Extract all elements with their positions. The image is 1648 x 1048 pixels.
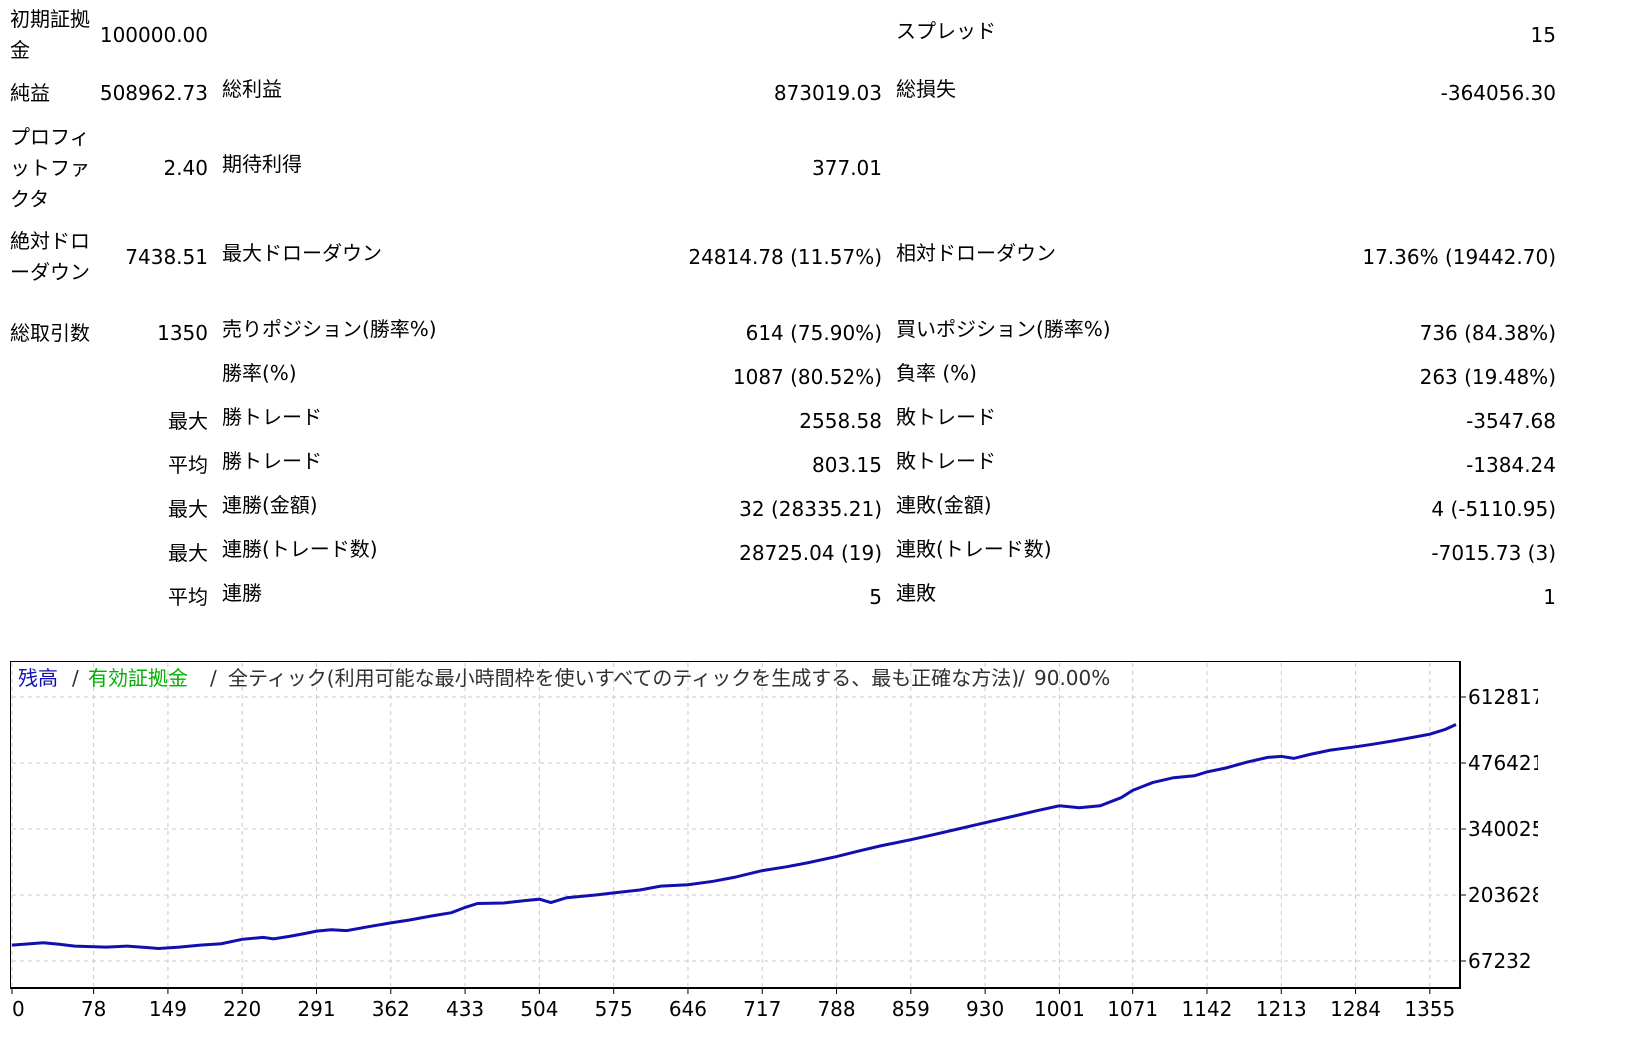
x-tick-label: 291 <box>297 997 335 1018</box>
stat-label: 総利益 <box>222 77 282 101</box>
x-tick-label: 149 <box>149 997 187 1018</box>
stat-label: 最大ドローダウン <box>222 240 382 265</box>
stat-value: -3547.68 <box>1466 409 1556 433</box>
x-tick-label: 1213 <box>1256 997 1307 1018</box>
stat-value: 最大 <box>168 409 208 433</box>
x-tick-label: 1071 <box>1107 997 1158 1018</box>
stat-value: 7438.51 <box>125 244 208 269</box>
x-tick-label: 930 <box>966 997 1004 1018</box>
stat-label: 期待利得 <box>222 152 302 176</box>
stat-label: 売りポジション(勝率%) <box>222 317 437 341</box>
stat-value: 100000.00 <box>99 22 208 47</box>
stat-value: 5 <box>869 585 882 609</box>
stat-label: 負率 (%) <box>896 361 977 385</box>
series-balance-line <box>11 723 1457 951</box>
stat-label: 純益 <box>10 81 50 105</box>
x-tick-label: 504 <box>520 997 558 1018</box>
stat-value: -364056.30 <box>1440 81 1556 105</box>
stat-label: 敗トレード <box>896 449 996 473</box>
chart-grid <box>11 663 1458 986</box>
stat-value: 4 (-5110.95) <box>1431 497 1556 521</box>
x-tick-label: 1142 <box>1182 997 1233 1018</box>
stat-label: 総損失 <box>896 77 956 101</box>
stat-value: 24814.78 (11.57%) <box>688 244 882 269</box>
balance-chart: 612817 476421 340025 203628 67232 0 78 149 220 2… <box>9 660 1544 1021</box>
y-tick-label: 476421 <box>1468 751 1538 775</box>
x-tick-label: 362 <box>372 997 410 1018</box>
y-axis-ticks: 612817 476421 340025 203628 67232 <box>1460 685 1544 973</box>
stat-value: 1087 (80.52%) <box>732 365 882 389</box>
stat-value: 32 (28335.21) <box>739 497 882 521</box>
stat-value: 614 (75.90%) <box>745 321 882 345</box>
stat-value: 28725.04 (19) <box>739 541 882 565</box>
x-tick-label: 646 <box>669 997 707 1018</box>
stat-label: 勝トレード <box>222 405 322 429</box>
stat-label: 連勝(トレード数) <box>222 537 378 561</box>
stat-value: 2.40 <box>163 156 208 180</box>
legend-sep-1: / <box>72 666 79 690</box>
stat-value: 17.36% (19442.70) <box>1362 244 1556 269</box>
stat-label: 連勝(金額) <box>222 493 318 517</box>
legend-equity: 有効証拠金 <box>88 666 188 690</box>
stat-label: 初期証拠金 <box>10 7 90 62</box>
stat-value: 平均 <box>168 585 208 609</box>
stat-label: プロフィットファクタ <box>10 125 90 211</box>
stat-label: 買いポジション(勝率%) <box>896 317 1111 341</box>
stat-value: 508962.73 <box>99 81 208 105</box>
stat-label: 総取引数 <box>10 321 90 345</box>
stat-value: 736 (84.38%) <box>1419 321 1556 345</box>
stat-label: 連敗(金額) <box>896 493 992 517</box>
y-tick-label: 340025 <box>1468 817 1538 841</box>
series-layer <box>11 723 1457 951</box>
stat-value: 最大 <box>168 497 208 521</box>
x-tick-label: 788 <box>817 997 855 1018</box>
stat-label: スプレッド <box>896 18 996 43</box>
legend-quality: 90.00% <box>1034 666 1110 690</box>
stat-value: 1 <box>1543 585 1556 609</box>
stat-value: 15 <box>1530 22 1556 47</box>
legend-sep-3: / <box>1018 666 1025 690</box>
stat-label: 絶対ドローダウン <box>10 229 90 284</box>
x-tick-label: 0 <box>12 997 25 1018</box>
stat-value: 873019.03 <box>773 81 882 105</box>
stat-value: -1384.24 <box>1466 453 1556 477</box>
test-report-summary: 初期証拠金 100000.00 スプレッド 15 純益 508962.73 総利益 87301… <box>10 7 1556 609</box>
stat-value: 平均 <box>168 453 208 477</box>
y-tick-label: 203628 <box>1468 883 1538 907</box>
chart-plot-area <box>9 660 1461 989</box>
legend-model: 全ティック(利用可能な最小時間枠を使いすべてのティックを生成する、最も正確な方法… <box>228 666 1019 690</box>
x-tick-label: 717 <box>743 997 781 1018</box>
x-axis-ticks: 0 78 149 220 291 362 433 504 575 646 717 788 859 930 1… <box>11 988 1455 1021</box>
stat-label: 勝率(%) <box>222 361 297 385</box>
stat-value: -7015.73 (3) <box>1431 541 1556 565</box>
stat-label: 連敗(トレード数) <box>896 537 1052 561</box>
stat-value: 2558.58 <box>799 409 882 433</box>
x-tick-label: 1001 <box>1034 997 1085 1018</box>
chart-legend: 残高 / 有効証拠金 / 全ティック(利用可能な最小時間枠を使いすべてのティック… <box>18 666 1110 690</box>
x-tick-label: 220 <box>223 997 261 1018</box>
stat-label: 勝トレード <box>222 449 322 473</box>
x-tick-label: 1284 <box>1330 997 1381 1018</box>
balance-chart-svg: 612817 476421 340025 203628 67232 0 78 149 220 2… <box>9 660 1544 1021</box>
x-tick-label: 859 <box>892 997 930 1018</box>
legend-balance: 残高 <box>18 666 58 690</box>
y-tick-label: 612817 <box>1468 685 1538 709</box>
stat-value: 377.01 <box>812 156 882 180</box>
stat-label: 敗トレード <box>896 405 996 429</box>
stat-value: 1350 <box>157 321 208 345</box>
stat-label: 連敗 <box>896 581 936 605</box>
stat-label: 連勝 <box>222 581 262 605</box>
x-tick-label: 1355 <box>1404 997 1455 1018</box>
x-tick-label: 433 <box>446 997 484 1018</box>
legend-sep-2: / <box>210 666 217 690</box>
x-tick-label: 78 <box>81 997 106 1018</box>
y-tick-label: 67232 <box>1468 949 1532 973</box>
x-tick-label: 575 <box>595 997 633 1018</box>
stat-value: 803.15 <box>812 453 882 477</box>
stat-value: 最大 <box>168 541 208 565</box>
stat-value: 263 (19.48%) <box>1419 365 1556 389</box>
stat-label: 相対ドローダウン <box>896 240 1056 265</box>
